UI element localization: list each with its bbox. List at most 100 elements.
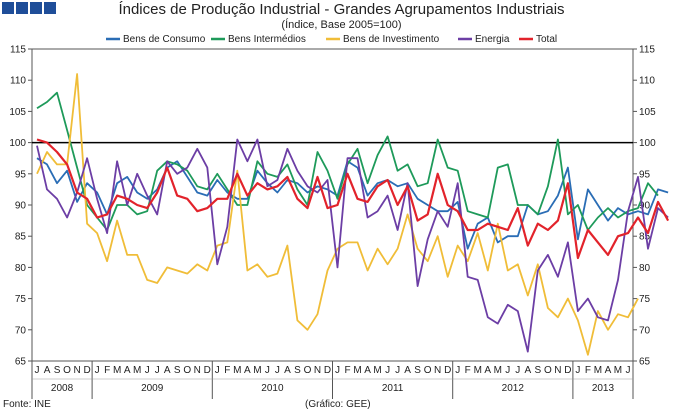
- chart-title: Índices de Produção Industrial - Grandes…: [118, 1, 565, 18]
- x-month-label: A: [364, 365, 371, 376]
- x-month-label: O: [424, 365, 432, 376]
- series-line-energia: [36, 138, 669, 353]
- y-tick-label-left: 115: [10, 45, 26, 56]
- logo-square-icon: [30, 2, 42, 14]
- logo-square-icon: [16, 2, 28, 14]
- x-year-label: 2010: [261, 383, 284, 394]
- y-tick-label-right: 115: [639, 45, 655, 56]
- x-month-label: M: [113, 365, 121, 376]
- x-month-label: F: [344, 365, 350, 376]
- x-month-label: S: [294, 365, 301, 376]
- y-tick-label-left: 110: [10, 76, 26, 87]
- x-month-label: A: [44, 365, 51, 376]
- x-year-label: 2009: [141, 383, 164, 394]
- x-month-label: J: [95, 365, 100, 376]
- x-month-label: A: [244, 365, 251, 376]
- chart-subtitle: (Índice, Base 2005=100): [281, 19, 402, 31]
- x-year-label: 2011: [382, 383, 404, 394]
- y-tick-label-right: 105: [639, 107, 656, 118]
- x-month-label: F: [585, 365, 591, 376]
- x-month-label: J: [145, 365, 150, 376]
- x-month-label: A: [404, 365, 411, 376]
- legend-label: Bens de Consumo: [123, 34, 206, 45]
- x-month-label: D: [83, 365, 90, 376]
- y-tick-label-left: 90: [15, 201, 27, 212]
- x-month-label: M: [474, 365, 482, 376]
- x-month-label: J: [515, 365, 520, 376]
- source-note: Fonte: INE: [3, 399, 51, 410]
- y-tick-label-left: 95: [15, 169, 27, 180]
- x-month-label: J: [35, 365, 40, 376]
- y-tick-label-right: 85: [639, 232, 651, 243]
- x-month-label: J: [505, 365, 510, 376]
- y-tick-label-left: 85: [15, 232, 27, 243]
- legend-label: Bens de Investimento: [343, 34, 440, 45]
- x-month-label: J: [275, 365, 280, 376]
- x-month-label: S: [535, 365, 542, 376]
- y-tick-label-right: 95: [639, 169, 651, 180]
- x-year-label: 2012: [502, 383, 525, 394]
- x-month-label: M: [614, 365, 622, 376]
- x-month-label: D: [564, 365, 571, 376]
- x-month-label: M: [233, 365, 241, 376]
- x-month-label: M: [353, 365, 361, 376]
- x-month-label: D: [324, 365, 331, 376]
- x-month-label: N: [434, 365, 441, 376]
- legend-label: Total: [536, 34, 557, 45]
- y-tick-label-left: 65: [15, 357, 27, 368]
- y-tick-label-right: 110: [639, 76, 655, 87]
- x-month-label: F: [224, 365, 230, 376]
- x-month-label: O: [183, 365, 191, 376]
- y-tick-label-right: 80: [639, 263, 651, 274]
- y-tick-label-left: 105: [9, 107, 26, 118]
- x-month-label: J: [625, 365, 630, 376]
- x-month-label: J: [395, 365, 400, 376]
- x-year-label: 2008: [51, 383, 74, 394]
- x-month-label: M: [594, 365, 602, 376]
- y-tick-label-right: 70: [639, 325, 651, 336]
- x-month-label: J: [215, 365, 220, 376]
- series-line-total: [36, 138, 670, 260]
- y-tick-label-left: 80: [15, 263, 27, 274]
- x-month-label: F: [465, 365, 471, 376]
- x-month-label: M: [494, 365, 502, 376]
- x-month-label: N: [314, 365, 321, 376]
- x-month-label: J: [265, 365, 270, 376]
- x-month-label: F: [104, 365, 110, 376]
- x-month-label: M: [373, 365, 381, 376]
- x-month-label: S: [54, 365, 61, 376]
- y-tick-label-left: 70: [15, 325, 27, 336]
- credit-note: (Gráfico: GEE): [305, 399, 371, 410]
- y-tick-label-left: 75: [15, 294, 27, 305]
- x-month-label: O: [544, 365, 552, 376]
- x-month-label: A: [524, 365, 531, 376]
- y-tick-label-right: 75: [639, 294, 651, 305]
- x-month-label: N: [73, 365, 80, 376]
- x-month-label: J: [385, 365, 390, 376]
- x-month-label: S: [414, 365, 421, 376]
- x-month-label: A: [605, 365, 612, 376]
- y-tick-label-right: 90: [639, 201, 651, 212]
- x-month-label: J: [155, 365, 160, 376]
- x-month-label: O: [63, 365, 71, 376]
- x-month-label: M: [253, 365, 261, 376]
- x-month-label: D: [444, 365, 451, 376]
- x-month-label: J: [575, 365, 580, 376]
- series-line-bens-de-investimento: [36, 73, 639, 356]
- legend-label: Energia: [475, 34, 510, 45]
- x-month-label: O: [304, 365, 312, 376]
- y-tick-label-right: 100: [639, 138, 656, 149]
- x-month-label: S: [174, 365, 181, 376]
- x-month-label: A: [124, 365, 131, 376]
- y-tick-label-right: 65: [639, 357, 651, 368]
- x-month-label: A: [284, 365, 291, 376]
- x-month-label: A: [164, 365, 171, 376]
- x-year-label: 2013: [592, 383, 615, 394]
- x-month-label: A: [484, 365, 491, 376]
- logo-square-icon: [44, 2, 56, 14]
- y-tick-label-left: 100: [9, 138, 26, 149]
- series-line-bens-de-consumo: [36, 157, 669, 250]
- logo-square-icon: [2, 2, 14, 14]
- x-month-label: J: [335, 365, 340, 376]
